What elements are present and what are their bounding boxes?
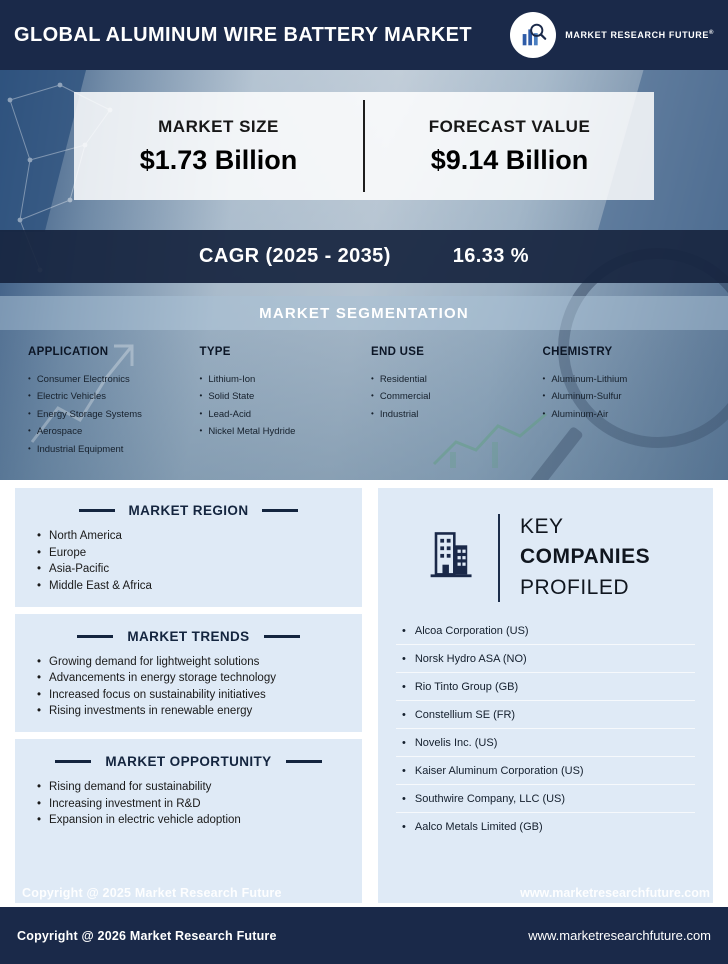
key-companies-panel: KEY COMPANIES PROFILED Alcoa Corporation… [378,488,713,903]
company-item: Alcoa Corporation (US) [396,617,695,646]
green-chart-decoration [432,412,547,468]
cagr-value: 16.33 % [452,245,529,267]
segmentation-title: MARKET SEGMENTATION [259,304,469,322]
segmentation-item: Aluminum-Lithium [543,374,701,386]
segmentation-column-application: APPLICATION Consumer Electronics Electri… [28,346,186,480]
segmentation-column-heading: TYPE [199,346,231,358]
market-opportunity-panel: MARKET OPPORTUNITY Rising demand for sus… [15,739,362,903]
footer-copyright: Copyright @ 2026 Market Research Future [17,928,277,943]
segmentation-columns: APPLICATION Consumer Electronics Electri… [0,330,728,480]
segmentation-item-list: Aluminum-Lithium Aluminum-Sulfur Aluminu… [543,374,701,421]
watermark-copyright: Copyright @ 2025 Market Research Future [22,886,282,900]
page-title: GLOBAL ALUMINUM WIRE BATTERY MARKET [14,23,473,46]
market-trends-item: Advancements in energy storage technolog… [37,671,350,687]
key-companies-title-line2: COMPANIES [520,545,651,569]
market-opportunity-heading: MARKET OPPORTUNITY [27,754,350,769]
market-trends-heading: MARKET TRENDS [27,629,350,644]
market-size-value: $1.73 Billion [139,144,298,175]
market-trends-panel: MARKET TRENDS Growing demand for lightwe… [15,613,362,732]
hero-section: MARKET SIZE $1.73 Billion FORECAST VALUE… [0,70,728,480]
segmentation-column-heading: APPLICATION [28,346,109,358]
key-companies-title-line3: PROFILED [520,575,630,599]
company-list: Alcoa Corporation (US) Norsk Hydro ASA (… [396,617,695,840]
segmentation-item: Lead-Acid [200,409,358,421]
segmentation-column-heading: END USE [371,346,425,358]
market-region-item: Asia-Pacific [37,562,350,578]
logo-wordmark: MARKET RESEARCH FUTURE [565,30,709,40]
company-item: Kaiser Aluminum Corporation (US) [396,757,695,786]
market-size-stat: MARKET SIZE $1.73 Billion [74,92,363,200]
stats-divider [363,100,365,192]
segmentation-column-chemistry: CHEMISTRY Aluminum-Lithium Aluminum-Sulf… [543,346,701,480]
companies-header-divider [498,513,500,602]
segmentation-item: Commercial [371,391,529,403]
left-column: MARKET REGION North America Europe Asia-… [15,488,362,903]
market-region-item: North America [37,529,350,545]
market-size-label: MARKET SIZE [158,116,279,136]
market-region-item: Middle East & Africa [37,579,350,595]
segmentation-item: Nickel Metal Hydride [200,426,358,438]
footer-website-link[interactable]: www.marketresearchfuture.com [528,928,711,943]
key-companies-title: KEY COMPANIES PROFILED [520,512,650,603]
company-item: Aalco Metals Limited (GB) [396,813,695,840]
market-region-heading: MARKET REGION [27,503,350,518]
segmentation-item: Electric Vehicles [28,391,186,403]
segmentation-item: Aluminum-Sulfur [543,391,701,403]
segmentation-item: Residential [371,374,529,386]
cagr-band: CAGR (2025 - 2035) 16.33 % [0,230,728,283]
segmentation-title-band: MARKET SEGMENTATION [0,296,728,330]
cagr-label: CAGR (2025 - 2035) [199,245,391,267]
segmentation-column-type: TYPE Lithium-Ion Solid State Lead-Acid N… [200,346,358,480]
segmentation-item-list: Consumer Electronics Electric Vehicles E… [28,374,186,456]
market-opportunity-item: Increasing investment in R&D [37,797,350,813]
key-companies-header: KEY COMPANIES PROFILED [396,512,695,603]
main-content: MARKET REGION North America Europe Asia-… [0,480,728,907]
building-icon [422,530,478,585]
market-stats-band: MARKET SIZE $1.73 Billion FORECAST VALUE… [74,92,654,200]
segmentation-item: Consumer Electronics [28,374,186,386]
segmentation-item-list: Lithium-Ion Solid State Lead-Acid Nickel… [200,374,358,438]
market-region-list: North America Europe Asia-Pacific Middle… [27,529,350,595]
market-opportunity-item: Expansion in electric vehicle adoption [37,813,350,829]
market-region-item: Europe [37,546,350,562]
market-trends-item: Growing demand for lightweight solutions [37,655,350,671]
company-item: Novelis Inc. (US) [396,729,695,758]
logo-text: MARKET RESEARCH FUTURE® [565,30,714,40]
brand-logo: MARKET RESEARCH FUTURE® [510,12,714,58]
market-trends-item: Rising investments in renewable energy [37,704,350,720]
company-item: Southwire Company, LLC (US) [396,785,695,814]
segmentation-item: Industrial [371,409,529,421]
market-trends-list: Growing demand for lightweight solutions… [27,655,350,721]
footer-bar: Copyright @ 2026 Market Research Future … [0,907,728,964]
segmentation-column-heading: CHEMISTRY [542,346,613,358]
segmentation-item: Aerospace [28,426,186,438]
market-region-panel: MARKET REGION North America Europe Asia-… [15,488,362,607]
segmentation-item: Industrial Equipment [28,444,186,456]
forecast-value-stat: FORECAST VALUE $9.14 Billion [365,92,654,200]
segmentation-item: Aluminum-Air [543,409,701,421]
company-item: Constellium SE (FR) [396,701,695,730]
segmentation-item: Solid State [200,391,358,403]
company-item: Norsk Hydro ASA (NO) [396,645,695,674]
forecast-value-value: $9.14 Billion [430,144,589,175]
market-opportunity-item: Rising demand for sustainability [37,780,350,796]
forecast-value-label: FORECAST VALUE [428,116,591,136]
segmentation-item: Lithium-Ion [200,374,358,386]
key-companies-title-line1: KEY [520,515,564,538]
watermark-website: www.marketresearchfuture.com [520,886,710,900]
company-item: Rio Tinto Group (GB) [396,673,695,702]
segmentation-item-list: Residential Commercial Industrial [371,374,529,421]
registered-mark: ® [708,30,714,36]
market-opportunity-list: Rising demand for sustainability Increas… [27,780,350,829]
logo-chart-icon [510,12,557,58]
segmentation-item: Energy Storage Systems [28,409,186,421]
segmentation-column-end-use: END USE Residential Commercial Industria… [371,346,529,480]
header-bar: GLOBAL ALUMINUM WIRE BATTERY MARKET MARK… [0,0,728,70]
market-trends-item: Increased focus on sustainability initia… [37,688,350,704]
